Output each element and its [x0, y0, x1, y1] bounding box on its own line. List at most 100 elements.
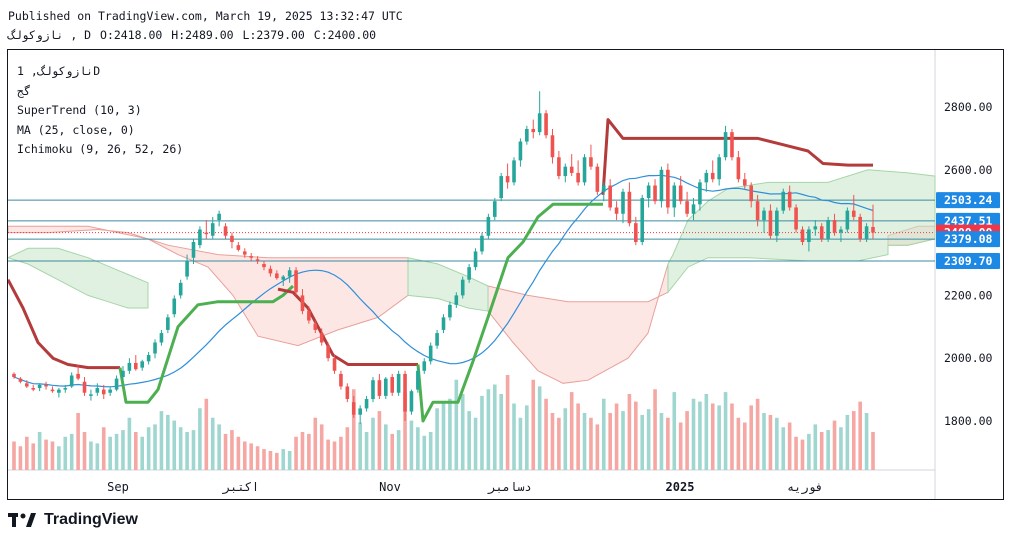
candle	[775, 207, 779, 243]
price-label-text: 2503.24	[944, 193, 993, 207]
candle	[435, 329, 439, 349]
candle-body	[101, 389, 106, 395]
volume-bar	[563, 408, 568, 470]
moving-average-line	[13, 174, 874, 388]
candle	[345, 383, 350, 403]
candle-body	[666, 169, 670, 208]
candle	[839, 226, 843, 243]
legend-supertrend[interactable]: SuperTrend (10, 3)	[17, 103, 142, 117]
candle	[210, 216, 215, 239]
volume-bar	[826, 430, 830, 470]
candle	[525, 125, 529, 145]
volume-bar	[101, 427, 106, 470]
candle-body	[710, 172, 715, 180]
candle	[557, 150, 561, 180]
candle-body	[275, 273, 279, 279]
candle-body	[345, 386, 350, 400]
candle-body	[813, 226, 818, 230]
price-axis-label: 2503.24	[936, 192, 1000, 209]
indicator-legend: نازوکولگ, 1D گج SuperTrend (10, 3) MA (2…	[17, 62, 183, 160]
candle	[634, 216, 638, 246]
price-chart[interactable]: 1800.002000.002200.002400.002600.002800.…	[6, 50, 1003, 499]
candle	[467, 264, 471, 283]
candle	[832, 213, 837, 236]
candle-body	[460, 279, 465, 296]
volume-bar	[428, 432, 433, 470]
legend-symbol[interactable]: نازوکولگ, 1D	[17, 64, 101, 78]
candle	[384, 377, 388, 400]
candle-body	[499, 176, 503, 199]
chart-frame[interactable]: 1800.002000.002200.002400.002600.002800.…	[6, 49, 1004, 500]
volume-bar	[153, 424, 157, 470]
volume-bar	[242, 441, 247, 470]
candle-body	[614, 207, 619, 214]
candle-body	[76, 373, 80, 379]
candle	[685, 191, 689, 217]
candle	[242, 248, 247, 258]
candle	[608, 179, 612, 211]
volume-bar	[666, 417, 670, 470]
volume-bar	[864, 413, 869, 470]
volume-bar	[544, 398, 548, 470]
open-value: O:2418.00	[100, 28, 163, 42]
candle	[44, 381, 48, 390]
candle-body	[255, 259, 260, 261]
candle	[159, 329, 164, 346]
candle-body	[358, 408, 362, 415]
candle	[454, 292, 459, 308]
candle-body	[480, 235, 484, 252]
candle-body	[787, 191, 792, 208]
volume-bar	[454, 379, 459, 470]
brand-logo[interactable]: TradingView	[8, 511, 138, 529]
legend-ma[interactable]: MA (25, close, 0)	[17, 122, 135, 137]
volume-bar	[755, 398, 760, 470]
x-tick-label: Nov	[379, 480, 401, 494]
legend-ichimoku[interactable]: Ichimoku (9, 26, 52, 26)	[17, 142, 184, 156]
candle	[294, 267, 298, 296]
volume-bar	[133, 432, 138, 470]
volume-bar	[89, 441, 93, 470]
volume-bar	[441, 403, 446, 470]
candle	[198, 226, 202, 249]
candle	[441, 314, 446, 334]
ichimoku-cloud-bullish-2	[407, 257, 489, 312]
candle-body	[582, 157, 587, 183]
candle-body	[159, 333, 164, 343]
candle	[710, 160, 715, 183]
volume-bar	[448, 398, 452, 470]
candle-body	[249, 256, 253, 258]
candle	[281, 274, 286, 286]
volume-bar	[358, 422, 362, 470]
symbol-label: نازوکولگ , D	[8, 28, 92, 42]
candle	[416, 367, 420, 393]
candle	[621, 188, 625, 224]
volume-bar	[422, 435, 427, 470]
candle-body	[332, 358, 337, 371]
volume-bar	[653, 389, 657, 470]
candle-body	[403, 373, 407, 412]
candle-body	[672, 185, 677, 208]
y-tick-label: 2800.00	[944, 100, 993, 114]
candle-body	[377, 380, 382, 396]
candle	[800, 226, 805, 246]
candle	[460, 276, 465, 299]
candle-body	[31, 388, 36, 390]
candle-body	[191, 242, 196, 258]
candle-body	[166, 317, 170, 330]
volume-bar	[691, 398, 696, 470]
candle-body	[37, 384, 42, 389]
volume-bar	[659, 413, 664, 470]
candle-body	[819, 226, 824, 239]
high-value: H:2489.00	[171, 28, 234, 42]
volume-bar	[198, 408, 202, 470]
price-label-text: 2309.70	[944, 254, 993, 268]
candle	[601, 182, 606, 202]
candle	[82, 377, 87, 396]
candle	[653, 179, 657, 205]
candle-body	[25, 383, 29, 387]
candle-body	[723, 132, 728, 158]
volume-bar	[871, 432, 875, 470]
volume-bar	[307, 433, 311, 470]
candle	[127, 358, 132, 374]
candle-body	[569, 166, 574, 173]
